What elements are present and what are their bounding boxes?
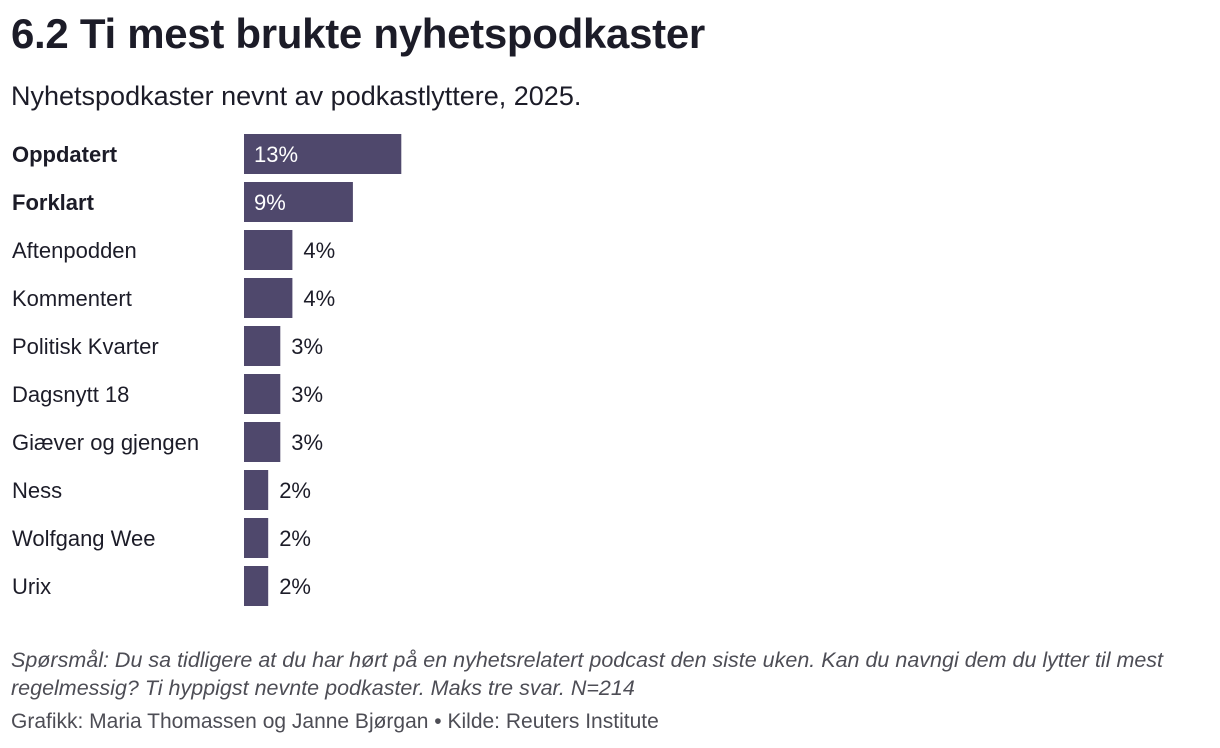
- bar: [244, 182, 353, 222]
- value-label: 3%: [291, 430, 323, 455]
- bar-chart: Oppdatert 13% Forklart 9% Aftenpodden 4% Komme…: [12, 134, 402, 606]
- chart-subtitle: Nyhetspodkaster nevnt av podkastlyttere,…: [11, 81, 582, 111]
- value-label: 4%: [303, 238, 335, 263]
- category-label: Aftenpodden: [12, 238, 137, 263]
- value-label: 3%: [291, 382, 323, 407]
- category-label: Wolfgang Wee: [12, 526, 156, 551]
- bar: [244, 278, 293, 318]
- source-credit: Grafikk: Maria Thomassen og Janne Bjørga…: [11, 710, 659, 733]
- bar: [244, 422, 281, 462]
- value-label: 2%: [279, 478, 311, 503]
- bar: [244, 374, 281, 414]
- category-label: Oppdatert: [12, 142, 118, 167]
- question-note: Spørsmål: Du sa tidligere at du har hørt…: [11, 648, 1164, 700]
- bar: [244, 326, 281, 366]
- category-label: Forklart: [12, 190, 95, 215]
- category-label: Politisk Kvarter: [12, 334, 159, 359]
- category-label: Urix: [12, 574, 51, 599]
- value-label: 2%: [279, 574, 311, 599]
- bar: [244, 518, 269, 558]
- value-label: 9%: [254, 190, 286, 215]
- bar: [244, 566, 269, 606]
- value-label: 4%: [303, 286, 335, 311]
- bar: [244, 134, 402, 174]
- bar: [244, 230, 293, 270]
- category-label: Dagsnytt 18: [12, 382, 129, 407]
- category-label: Giæver og gjengen: [12, 430, 199, 455]
- bar: [244, 470, 269, 510]
- value-label: 13%: [254, 142, 298, 167]
- value-label: 3%: [291, 334, 323, 359]
- chart-title: 6.2 Ti mest brukte nyhetspodkaster: [11, 10, 705, 57]
- category-label: Ness: [12, 478, 62, 503]
- category-label: Kommentert: [12, 286, 132, 311]
- value-label: 2%: [279, 526, 311, 551]
